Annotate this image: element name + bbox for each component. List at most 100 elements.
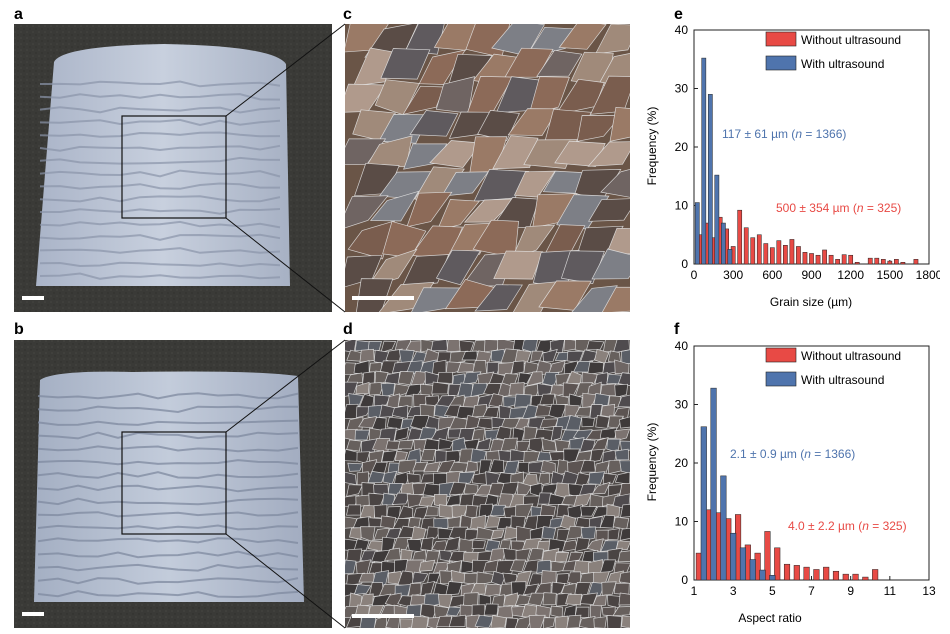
bar-without-ultrasound [874,257,880,265]
grain [554,394,569,405]
grain [490,529,505,540]
grain [536,49,583,77]
macro-photo-without-ultrasound [14,24,332,312]
grain [448,481,468,496]
grain [355,381,370,395]
grain [565,414,583,431]
y-tick-label: 20 [675,456,689,470]
bar-without-ultrasound [841,254,847,265]
grain [560,470,581,486]
grain [432,561,451,575]
grain [587,361,604,375]
bar-without-ultrasound [764,531,771,581]
grain [408,582,422,597]
grain [500,437,518,453]
grain [424,505,439,517]
grain [476,571,495,586]
grain [397,395,413,407]
grain [521,404,538,420]
grain [471,472,488,485]
grain [345,448,360,462]
grain [345,195,389,229]
bar-without-ultrasound [769,247,775,265]
bar-without-ultrasound [862,576,869,581]
bar-without-ultrasound [743,227,749,265]
grain [607,415,624,429]
y-tick-label: 10 [675,199,689,213]
bar-without-ultrasound [756,234,762,265]
grain [418,496,436,507]
grain [617,550,630,563]
grain [609,106,630,142]
y-tick-label: 30 [675,398,689,412]
grain [477,417,494,430]
grain [406,473,421,484]
bar-without-ultrasound [776,240,782,265]
bar-with-ultrasound [700,426,707,581]
bar-without-ultrasound [737,209,743,265]
grain [602,361,617,376]
grain [355,559,372,576]
grain [576,115,622,142]
grain [587,141,630,167]
chart-e-annotation-without: 500 ± 354 µm (n = 325) [776,201,901,215]
layer-line [37,471,299,479]
bar-without-ultrasound [796,246,801,265]
grain [511,224,556,259]
bar-without-ultrasound [783,563,791,581]
grain [566,614,582,628]
grain [591,248,630,280]
grain [574,537,591,553]
grain [476,437,492,451]
grain [617,372,630,387]
chart-f-annotation-without: 4.0 ± 2.2 µm (n = 325) [788,519,907,533]
grain [590,448,605,463]
grain [474,614,495,628]
grain [349,527,363,540]
grain [503,526,519,540]
layer-line [37,511,299,518]
bar-without-ultrasound [894,259,899,265]
grain [586,340,605,351]
scale-bar-d [352,614,414,618]
grain [588,471,606,485]
grain [591,481,611,495]
grain [463,483,479,496]
grain [380,515,397,530]
grain [530,350,544,363]
grain [420,580,436,597]
grain [615,540,630,550]
grain [617,394,630,408]
legend-swatch-with [765,371,797,387]
y-tick-label: 40 [675,23,689,37]
x-tick-label: 1 [691,584,698,598]
micrograph-with-ultrasound [345,340,630,628]
grain [411,615,429,628]
layer-line [37,484,299,493]
grain [391,492,411,505]
grain [614,383,629,398]
grain [402,85,445,115]
grain [457,382,473,398]
grain [581,371,599,385]
layer-line [39,156,281,165]
x-tick-label: 11 [884,584,897,598]
grain [606,615,622,628]
scale-bar-b [22,612,44,616]
grain [587,582,606,597]
grain [517,461,531,474]
grain [397,439,414,450]
grain [579,349,598,364]
grain [565,593,582,606]
bar-with-ultrasound [730,532,737,581]
bar-without-ultrasound [887,260,893,265]
grain [516,440,531,453]
legend-swatch-with [765,55,797,71]
bar-with-ultrasound [714,174,720,265]
x-tick-label: 5 [769,584,776,598]
grain [507,108,559,137]
grain [528,76,570,116]
grain [385,440,402,450]
panel-label-e: e [674,6,683,23]
grain [517,481,533,496]
